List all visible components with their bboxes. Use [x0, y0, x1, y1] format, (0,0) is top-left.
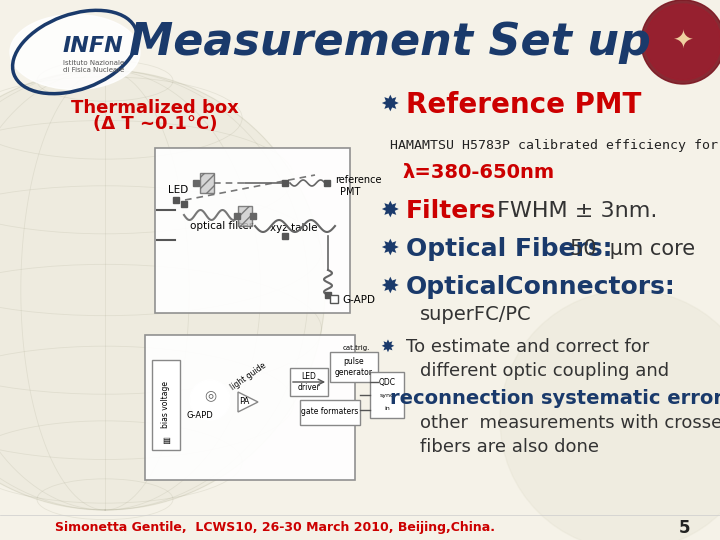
Bar	[238, 206, 252, 226]
Bar	[330, 295, 338, 303]
Bar	[290, 368, 328, 396]
Text: Thermalized box: Thermalized box	[71, 99, 239, 117]
Text: λ=380-650nm: λ=380-650nm	[402, 164, 554, 183]
Bar	[200, 173, 214, 193]
Text: PMT: PMT	[340, 187, 361, 197]
Text: INFN: INFN	[63, 36, 124, 56]
Text: FWHM ± 3nm.: FWHM ± 3nm.	[490, 201, 657, 221]
Text: optical filter: optical filter	[190, 221, 253, 231]
Text: G-APD: G-APD	[342, 295, 375, 305]
Text: Optical Fibers:: Optical Fibers:	[406, 237, 613, 261]
Text: xyz table: xyz table	[271, 223, 318, 233]
Text: ✸: ✸	[380, 201, 399, 221]
Text: fibers are also done: fibers are also done	[420, 438, 599, 456]
Text: QDC: QDC	[379, 379, 395, 388]
Text: ✸: ✸	[380, 277, 399, 297]
Text: gate formaters: gate formaters	[301, 408, 359, 416]
Text: other  measurements with crossed: other measurements with crossed	[420, 414, 720, 432]
Text: Filters: Filters	[406, 199, 496, 223]
Text: Measurement Set up: Measurement Set up	[129, 21, 651, 64]
Text: LED
driver: LED driver	[297, 372, 320, 391]
Text: ◎: ◎	[204, 388, 216, 402]
Text: different optic coupling and: different optic coupling and	[420, 362, 669, 380]
Text: reconnection systematic error: reconnection systematic error	[390, 389, 720, 408]
Text: light guide: light guide	[228, 361, 267, 392]
Text: HAMAMTSU H5783P calibrated efficiency for: HAMAMTSU H5783P calibrated efficiency fo…	[390, 138, 718, 152]
Text: PA: PA	[239, 397, 249, 407]
Ellipse shape	[10, 15, 140, 90]
Circle shape	[641, 0, 720, 84]
Circle shape	[190, 380, 230, 420]
Circle shape	[500, 290, 720, 540]
Bar	[155, 148, 350, 313]
Text: in: in	[384, 406, 390, 410]
Polygon shape	[238, 392, 258, 412]
Bar	[370, 372, 404, 418]
Text: 50  μm core: 50 μm core	[570, 239, 695, 259]
Text: cat.trig.: cat.trig.	[342, 345, 369, 351]
Text: reference: reference	[335, 175, 382, 185]
Text: Simonetta Gentile,  LCWS10, 26-30 March 2010, Beijing,China.: Simonetta Gentile, LCWS10, 26-30 March 2…	[55, 522, 495, 535]
Text: pulse
generator: pulse generator	[335, 357, 373, 377]
Bar	[330, 352, 378, 382]
Text: superFC/PC: superFC/PC	[420, 306, 531, 325]
Text: ✸: ✸	[380, 239, 399, 259]
Text: ▤: ▤	[162, 435, 170, 444]
Text: 5: 5	[678, 519, 690, 537]
Text: G-APD: G-APD	[186, 410, 213, 420]
Text: OpticalConnectors:: OpticalConnectors:	[406, 275, 676, 299]
Text: bias voltage: bias voltage	[161, 381, 171, 429]
Text: ✸: ✸	[380, 338, 394, 356]
Text: ✸: ✸	[380, 95, 399, 115]
Text: LED: LED	[168, 185, 188, 195]
Bar	[145, 335, 355, 480]
Text: Reference PMT: Reference PMT	[406, 91, 642, 119]
Text: Istituto Nazionale
di Fisica Nucleare: Istituto Nazionale di Fisica Nucleare	[63, 60, 125, 73]
Text: ✦: ✦	[672, 30, 693, 54]
Circle shape	[0, 70, 325, 510]
Text: (Δ T ~0.1°C): (Δ T ~0.1°C)	[93, 115, 217, 133]
Text: sync: sync	[379, 393, 395, 397]
Bar	[300, 400, 360, 425]
Text: To estimate and correct for: To estimate and correct for	[406, 338, 649, 356]
Bar	[152, 360, 180, 450]
Circle shape	[645, 4, 720, 80]
